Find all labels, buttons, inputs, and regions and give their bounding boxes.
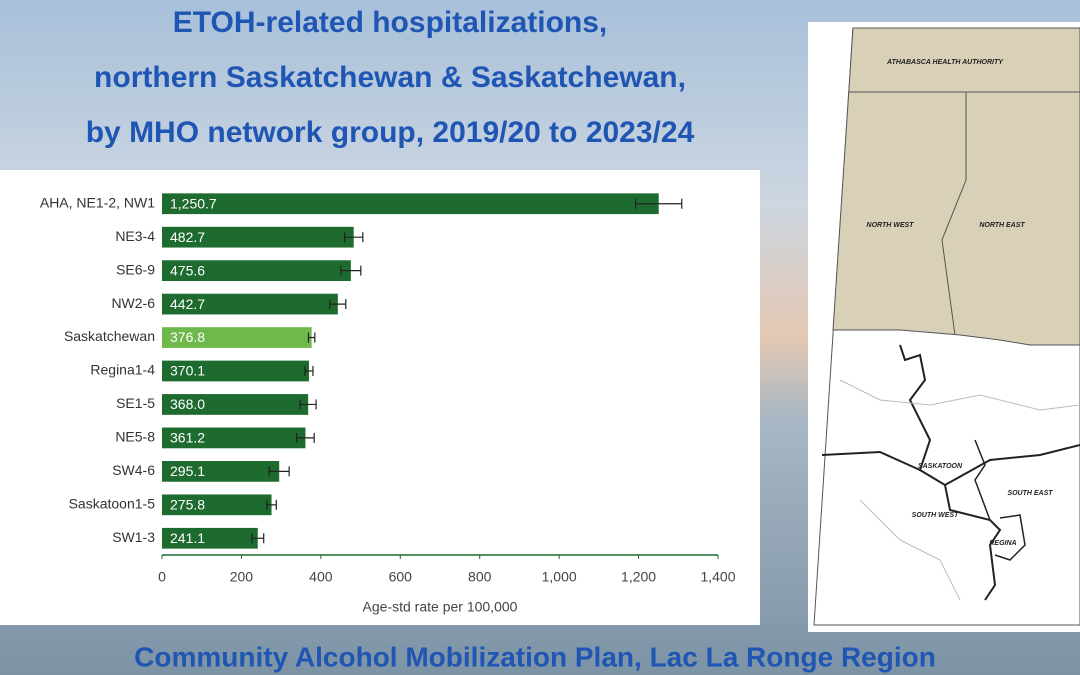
map-label: NORTH EAST <box>979 222 1025 229</box>
x-tick-label: 600 <box>389 569 413 585</box>
bar <box>162 293 338 315</box>
boundary <box>899 344 1002 601</box>
bar <box>162 360 309 382</box>
map-label: REGINA <box>989 540 1016 547</box>
value-label: 475.6 <box>170 262 205 278</box>
category-label: SE1-5 <box>116 395 155 411</box>
boundary <box>974 439 991 521</box>
chart-title: ETOH-related hospitalizations, <box>173 6 608 39</box>
chart-title: northern Saskatchewan & Saskatchewan, <box>94 61 686 94</box>
boundary <box>821 450 921 471</box>
category-label: NE3-4 <box>115 228 155 244</box>
boundary <box>994 514 1026 561</box>
bar <box>162 527 258 549</box>
value-label: 361.2 <box>170 430 205 446</box>
map-label: SOUTH EAST <box>1007 490 1053 497</box>
bar <box>162 193 659 215</box>
bar <box>162 327 312 348</box>
category-label: Saskatoon1-5 <box>69 496 156 512</box>
category-label: Saskatchewan <box>64 328 155 344</box>
map-label: SOUTH WEST <box>912 512 959 519</box>
bar <box>162 494 272 516</box>
map-label: SASKATOON <box>918 463 963 470</box>
category-label: SW4-6 <box>112 462 155 478</box>
boundary <box>859 499 961 601</box>
bar <box>162 427 306 449</box>
chart-panel <box>0 170 760 625</box>
x-tick-label: 400 <box>309 569 333 585</box>
value-label: 370.1 <box>170 363 205 379</box>
x-tick-label: 0 <box>158 569 166 585</box>
bar <box>162 460 280 482</box>
value-label: 368.0 <box>170 396 205 412</box>
value-label: 376.8 <box>170 329 205 345</box>
bar <box>162 226 354 248</box>
x-axis-title: Age-std rate per 100,000 <box>363 599 518 615</box>
category-label: NW2-6 <box>111 295 155 311</box>
boundary <box>944 444 1080 486</box>
category-label: NE5-8 <box>115 429 155 445</box>
x-tick-label: 1,000 <box>542 569 577 585</box>
value-label: 482.7 <box>170 229 205 245</box>
bar <box>162 260 351 282</box>
category-label: Regina1-4 <box>90 362 155 378</box>
x-tick-label: 800 <box>468 569 492 585</box>
map-label: ATHABASCA HEALTH AUTHORITY <box>886 59 1004 66</box>
boundary <box>941 92 967 336</box>
x-tick-label: 200 <box>230 569 254 585</box>
value-label: 442.7 <box>170 296 205 312</box>
boundary <box>839 379 1080 411</box>
value-label: 241.1 <box>170 530 205 546</box>
map-label: NORTH WEST <box>867 222 915 229</box>
value-label: 275.8 <box>170 497 205 513</box>
x-tick-label: 1,400 <box>700 569 735 585</box>
bar <box>162 394 309 415</box>
category-label: SE6-9 <box>116 261 155 277</box>
x-tick-label: 1,200 <box>621 569 656 585</box>
chart-title: by MHO network group, 2019/20 to 2023/24 <box>86 116 695 149</box>
value-label: 1,250.7 <box>170 195 217 211</box>
footer: Community Alcohol Mobilization Plan, Lac… <box>134 641 936 672</box>
map <box>808 22 1080 632</box>
category-label: SW1-3 <box>112 529 155 545</box>
value-label: 295.1 <box>170 463 205 479</box>
category-label: AHA, NE1-2, NW1 <box>40 194 155 210</box>
north-region <box>832 27 1080 346</box>
